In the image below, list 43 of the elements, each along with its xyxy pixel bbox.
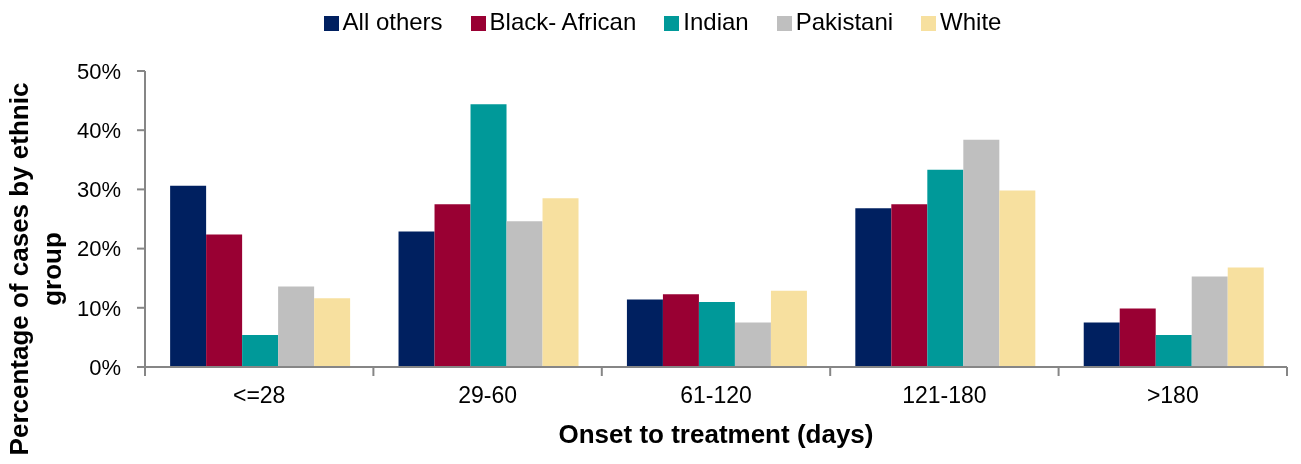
x-axis-title: Onset to treatment (days): [558, 419, 874, 449]
bar: [506, 221, 543, 367]
y-tick-label: 0%: [89, 354, 121, 380]
bar: [734, 322, 771, 367]
bar: [999, 190, 1036, 367]
bar: [927, 169, 964, 367]
bar: [170, 185, 207, 367]
bar: [314, 298, 351, 367]
y-tick-label: 10%: [76, 295, 121, 321]
bar: [855, 208, 892, 367]
x-tick-label: 61-120: [680, 382, 752, 409]
legend-label: Indian: [683, 8, 749, 35]
bar: [891, 204, 928, 367]
y-axis-title: Percentage of cases by ethnic group: [4, 82, 67, 456]
bar: [662, 294, 699, 367]
x-tick-label: >180: [1146, 382, 1199, 409]
bar: [626, 299, 663, 367]
legend-label: All others: [342, 8, 443, 35]
legend-label: Pakistani: [795, 8, 894, 35]
y-tick-label: 50%: [76, 58, 121, 84]
bar: [206, 234, 243, 367]
bar: [1191, 276, 1228, 367]
bar: [1155, 335, 1192, 367]
bar: [963, 139, 1000, 367]
legend-label: White: [940, 8, 1002, 35]
bar: [434, 204, 471, 367]
x-tick-label: 121-180: [902, 382, 987, 409]
bar: [770, 290, 807, 367]
bar: [398, 231, 435, 367]
y-tick-label: 30%: [76, 177, 121, 203]
bar: [1083, 322, 1120, 367]
bar: [242, 335, 279, 367]
y-tick-label: 40%: [76, 118, 121, 144]
bar: [1119, 308, 1156, 367]
bar: [470, 104, 507, 367]
bar: [1227, 267, 1264, 367]
bar: [278, 286, 315, 367]
y-tick-label: 20%: [76, 236, 121, 262]
bar: [698, 301, 735, 367]
x-tick-label: <=28: [232, 382, 286, 409]
legend-label: Black- African: [489, 8, 637, 35]
bar: [542, 198, 579, 367]
x-tick-label: 29-60: [458, 382, 518, 409]
